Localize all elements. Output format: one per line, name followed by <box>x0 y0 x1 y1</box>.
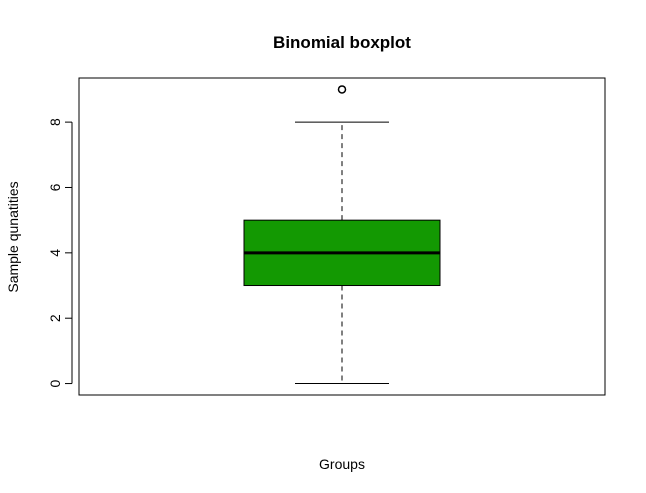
y-tick-label: 4 <box>47 249 63 257</box>
y-axis-label: Sample qunatities <box>5 181 21 292</box>
plot-frame <box>78 77 606 396</box>
y-tick-label: 2 <box>47 314 63 322</box>
chart-title: Binomial boxplot <box>273 33 411 52</box>
y-tick-label: 8 <box>47 118 63 126</box>
y-tick-label: 0 <box>47 379 63 387</box>
outlier-point <box>337 85 347 94</box>
box-group <box>243 85 441 385</box>
x-axis-label: Groups <box>319 456 365 472</box>
y-axis: 0 2 4 6 8 <box>47 118 73 387</box>
y-tick-label: 6 <box>47 183 63 191</box>
